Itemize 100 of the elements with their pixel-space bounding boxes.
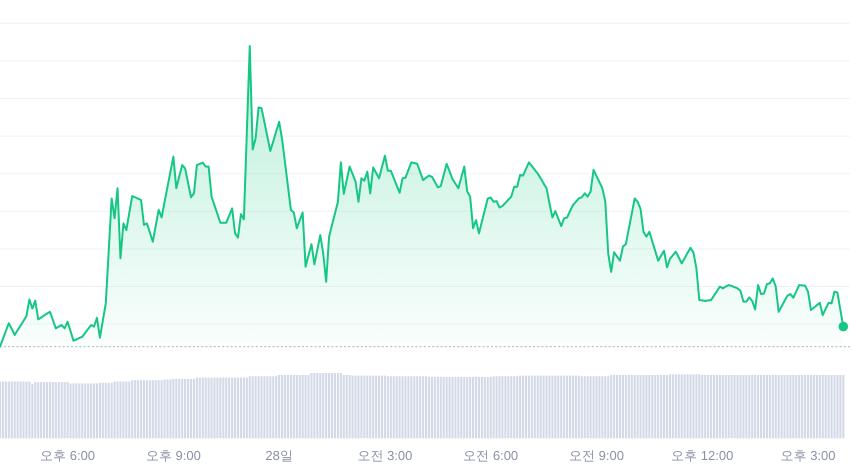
bar	[246, 378, 248, 438]
bar	[40, 382, 42, 438]
bar	[812, 374, 815, 438]
bar	[680, 374, 683, 438]
bar	[710, 374, 712, 438]
bar	[560, 376, 562, 438]
x-tick-label: 오전 9:00	[569, 448, 624, 463]
bar	[298, 374, 301, 438]
bar	[618, 374, 622, 438]
bar	[142, 380, 146, 438]
bar	[833, 374, 836, 438]
bar	[75, 383, 78, 438]
bar	[64, 382, 66, 438]
x-tick-label: 오전 6:00	[463, 448, 518, 463]
bar	[824, 374, 827, 438]
bar	[181, 378, 184, 438]
bar	[116, 381, 119, 438]
bar	[8, 381, 10, 438]
bar	[266, 376, 268, 438]
bar	[666, 374, 668, 438]
bar	[128, 381, 130, 438]
bar	[442, 376, 445, 438]
bar	[258, 376, 260, 438]
bar	[695, 374, 698, 438]
bar	[396, 376, 398, 438]
bar	[642, 374, 645, 438]
bar	[184, 378, 186, 438]
bar	[219, 378, 222, 438]
bar	[795, 374, 798, 438]
bar	[780, 374, 783, 438]
bar	[169, 380, 172, 438]
bar	[52, 382, 54, 438]
bar	[190, 378, 192, 438]
bar	[386, 376, 389, 438]
bar	[166, 380, 169, 438]
bar	[160, 380, 163, 438]
bar	[745, 374, 748, 438]
bar	[272, 376, 274, 438]
bar	[810, 374, 812, 438]
bar	[492, 376, 495, 438]
bar	[48, 382, 52, 438]
bar	[137, 380, 140, 438]
bar	[87, 383, 90, 438]
bar	[469, 376, 472, 438]
bar	[401, 376, 404, 438]
bar	[598, 376, 600, 438]
bar	[330, 373, 334, 438]
bar	[724, 374, 727, 438]
bar	[208, 378, 210, 438]
bar	[398, 376, 401, 438]
bar	[425, 376, 428, 438]
bar	[686, 374, 689, 438]
bar	[84, 383, 86, 438]
bar	[240, 378, 242, 438]
bar	[501, 376, 504, 438]
bar	[16, 381, 19, 438]
bar	[519, 376, 522, 438]
bar	[248, 376, 251, 438]
bar	[578, 376, 580, 438]
bar	[496, 376, 498, 438]
bar	[789, 374, 792, 438]
bar	[551, 376, 554, 438]
bar	[457, 376, 460, 438]
bar	[651, 374, 654, 438]
bar	[322, 373, 324, 438]
x-tick-label: 오후 3:00	[780, 448, 836, 463]
bar	[384, 376, 386, 438]
bar	[601, 376, 604, 438]
bar	[252, 376, 254, 438]
bar	[657, 374, 660, 438]
bar	[486, 376, 489, 438]
bar	[378, 376, 380, 438]
bar	[296, 374, 298, 438]
bar	[31, 384, 34, 438]
bar	[818, 374, 821, 438]
bar	[363, 376, 366, 438]
bar	[684, 374, 686, 438]
bar	[804, 374, 806, 438]
bar	[716, 374, 718, 438]
bar	[334, 373, 336, 438]
bar	[522, 376, 524, 438]
bar	[786, 374, 789, 438]
bar	[798, 374, 800, 438]
bar	[672, 374, 674, 438]
bar	[466, 376, 468, 438]
bar	[751, 374, 754, 438]
bar	[375, 376, 378, 438]
bar	[634, 374, 636, 438]
bar	[369, 376, 372, 438]
bar	[668, 374, 671, 438]
bar	[390, 376, 392, 438]
bar	[236, 378, 240, 438]
bar	[616, 374, 618, 438]
x-tick-label: 오후 9:00	[146, 448, 201, 463]
bar	[242, 378, 245, 438]
bar	[357, 376, 360, 438]
bar	[69, 383, 72, 438]
bar	[568, 376, 572, 438]
bar	[478, 376, 480, 438]
bar	[292, 374, 295, 438]
